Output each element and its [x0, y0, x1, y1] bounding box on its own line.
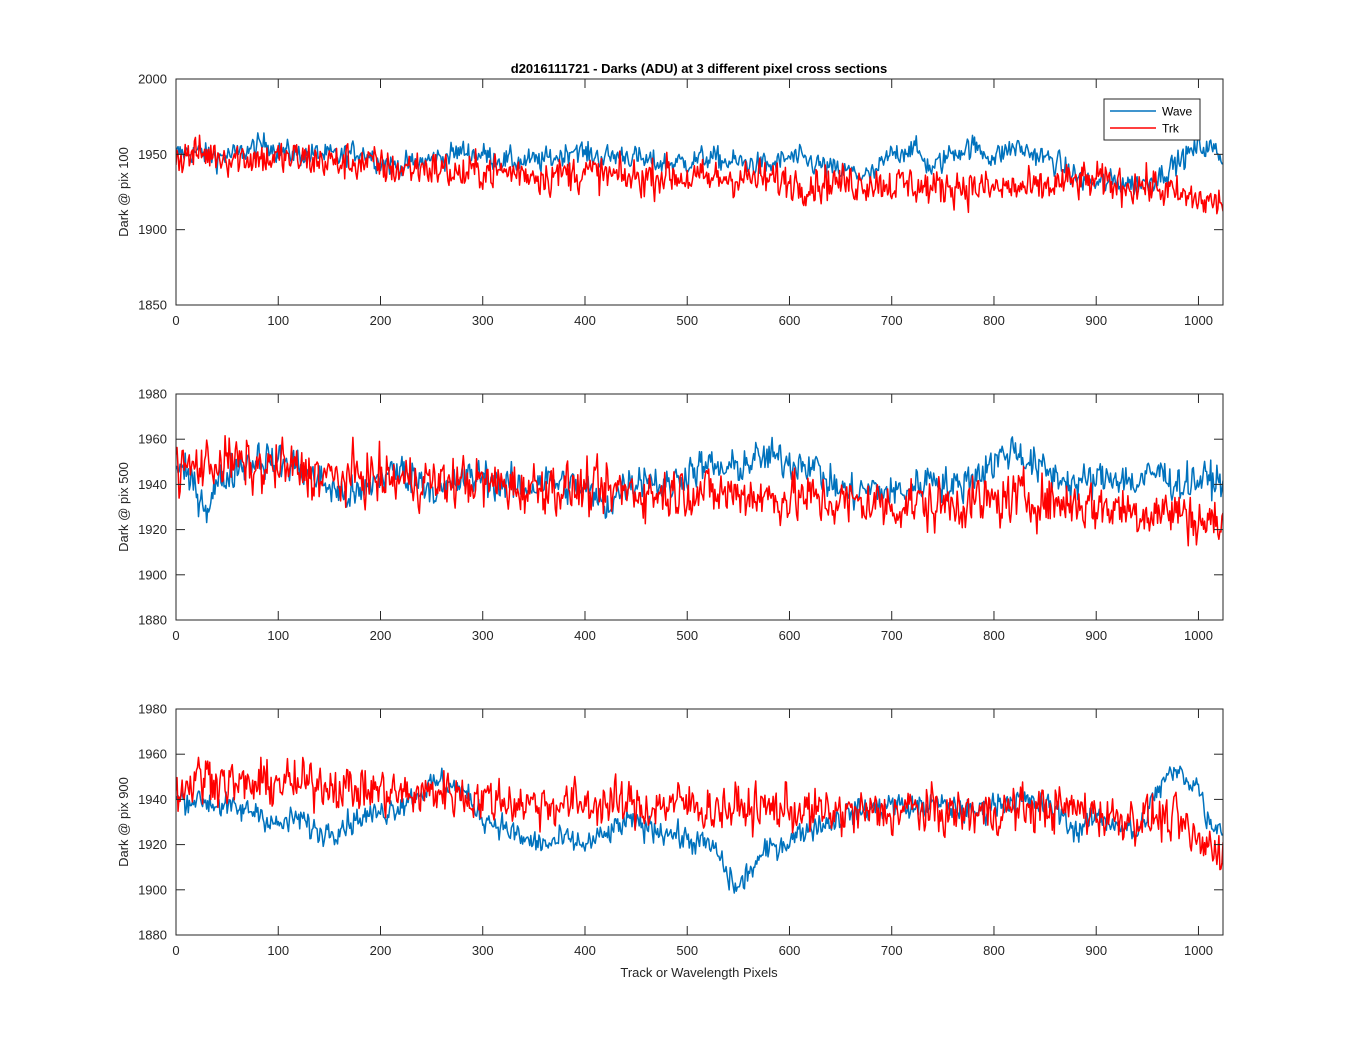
subplot-1: 0 100 200 300 400 500 600 700 800 900 1000 1850 1900… — [116, 72, 1224, 328]
chart-title: d2016111721 - Darks (ADU) at 3 different… — [511, 61, 887, 76]
series-line-wave — [176, 436, 1223, 524]
y-tick-label: 1920 — [138, 837, 167, 852]
x-tick-label: 400 — [574, 628, 596, 643]
y-tick-label: 1900 — [138, 882, 167, 897]
y-tick-label: 2000 — [138, 72, 167, 87]
x-tick-label: 300 — [472, 313, 494, 328]
x-tick-label: 700 — [881, 943, 903, 958]
y-tick-label: 1900 — [138, 567, 167, 582]
subplot-3: 0 100 200 300 400 500 600 700 800 900 1000 1880 1900… — [116, 702, 1224, 958]
y-tick-label: 1980 — [138, 702, 167, 717]
x-tick-label: 0 — [172, 628, 179, 643]
legend-box — [1103, 98, 1201, 141]
x-tick-label: 800 — [983, 628, 1005, 643]
x-tick-label: 600 — [779, 313, 801, 328]
subplot-2: 0 100 200 300 400 500 600 700 800 900 1000 1880 1900… — [116, 387, 1224, 643]
series-line-wave — [176, 132, 1223, 196]
x-tick-label: 800 — [983, 313, 1005, 328]
y-tick-label: 1980 — [138, 387, 167, 402]
x-tick-label: 0 — [172, 313, 179, 328]
x-tick-label: 200 — [370, 943, 392, 958]
x-tick-label: 400 — [574, 943, 596, 958]
x-tick-label: 500 — [676, 313, 698, 328]
plot-frame — [175, 78, 1224, 306]
plot-frame — [175, 393, 1224, 621]
x-tick-label: 200 — [370, 628, 392, 643]
x-tick-label: 400 — [574, 313, 596, 328]
x-tick-label: 100 — [267, 943, 289, 958]
x-tick-label: 700 — [881, 628, 903, 643]
legend: Wave Trk — [1103, 98, 1201, 141]
plot-frame — [175, 708, 1224, 936]
x-tick-label: 200 — [370, 313, 392, 328]
x-tick-label: 1000 — [1184, 943, 1213, 958]
x-tick-label: 1000 — [1184, 313, 1213, 328]
y-axis-label: Dark @ pix 100 — [116, 147, 131, 237]
x-tick-label: 500 — [676, 628, 698, 643]
x-tick-label: 600 — [779, 943, 801, 958]
series-line-wave — [176, 765, 1223, 894]
y-tick-label: 1960 — [138, 432, 167, 447]
y-tick-label: 1940 — [138, 477, 167, 492]
x-tick-label: 900 — [1085, 943, 1107, 958]
x-tick-label: 0 — [172, 943, 179, 958]
x-tick-label: 700 — [881, 313, 903, 328]
x-tick-label: 100 — [267, 628, 289, 643]
y-axis-label: Dark @ pix 500 — [116, 462, 131, 552]
y-tick-label: 1940 — [138, 792, 167, 807]
x-tick-label: 600 — [779, 628, 801, 643]
x-tick-label: 100 — [267, 313, 289, 328]
y-tick-label: 1920 — [138, 522, 167, 537]
y-tick-label: 1950 — [138, 147, 167, 162]
y-tick-label: 1850 — [138, 298, 167, 313]
series-line-trk — [176, 756, 1223, 871]
x-axis-label: Track or Wavelength Pixels — [620, 965, 778, 980]
y-axis-label: Dark @ pix 900 — [116, 777, 131, 867]
x-tick-label: 1000 — [1184, 628, 1213, 643]
y-tick-label: 1960 — [138, 747, 167, 762]
y-tick-label: 1900 — [138, 222, 167, 237]
x-tick-label: 300 — [472, 628, 494, 643]
legend-label-trk: Trk — [1162, 122, 1180, 136]
x-tick-label: 900 — [1085, 313, 1107, 328]
legend-label-wave: Wave — [1162, 105, 1193, 119]
subplots-group: 0 100 200 300 400 500 600 700 800 900 100018501900… — [116, 72, 1224, 958]
x-tick-label: 300 — [472, 943, 494, 958]
x-tick-label: 500 — [676, 943, 698, 958]
y-tick-label: 1880 — [138, 928, 167, 943]
x-tick-label: 800 — [983, 943, 1005, 958]
y-tick-label: 1880 — [138, 613, 167, 628]
series-line-trk — [176, 134, 1223, 215]
x-tick-label: 900 — [1085, 628, 1107, 643]
series-line-trk — [176, 434, 1223, 547]
